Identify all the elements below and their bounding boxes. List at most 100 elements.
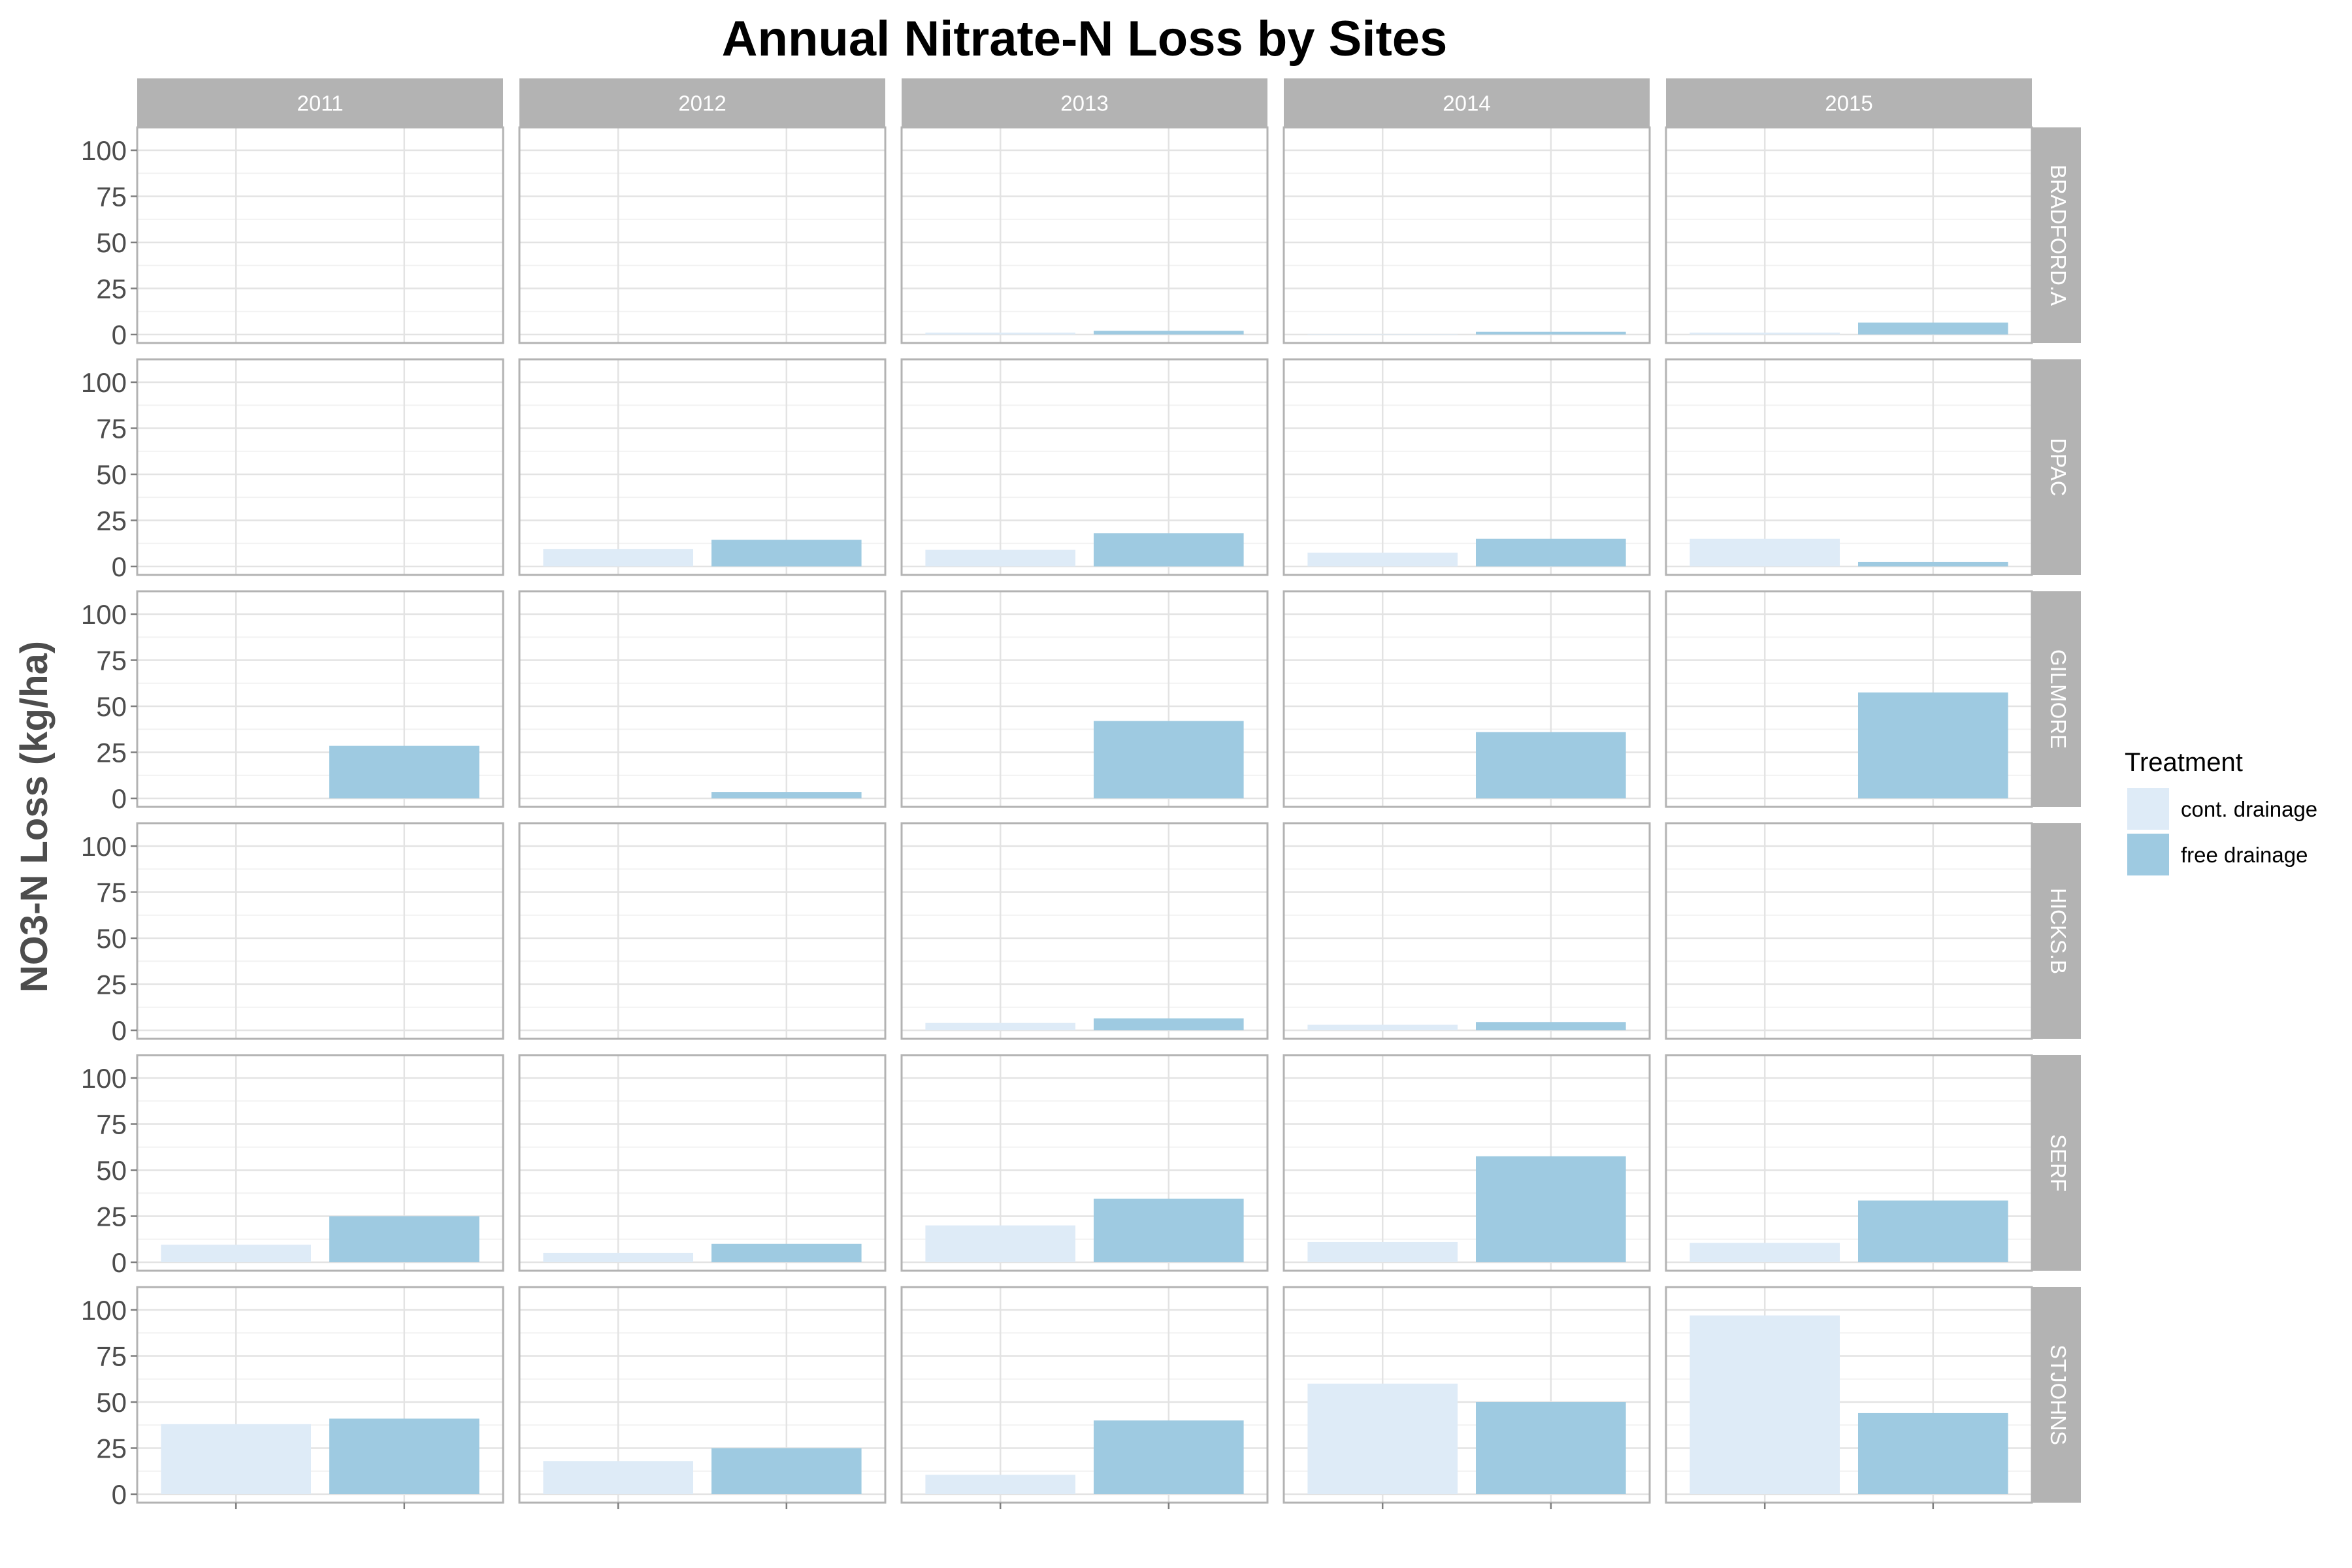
panel-background <box>1284 823 1650 1039</box>
y-tick-label: 75 <box>96 645 127 676</box>
panel-bradford-a-2011 <box>136 126 504 344</box>
panel-background <box>902 823 1267 1039</box>
y-tick-label: 25 <box>96 1433 127 1464</box>
bar-free-drainage-serf-2015 <box>1858 1200 2008 1262</box>
panel-background <box>519 1055 885 1271</box>
y-tick-label: 75 <box>96 414 127 444</box>
bar-cont-drainage-bradford-a-2015 <box>1690 333 1840 335</box>
bar-free-drainage-hicks-b-2014 <box>1476 1022 1626 1030</box>
panel-border <box>1282 358 1651 576</box>
bar-free-drainage-stjohns-2011 <box>329 1418 480 1494</box>
panel-dpac-2012 <box>518 358 887 576</box>
bar-free-drainage-gilmore-2013 <box>1094 721 1244 798</box>
panel-stjohns-2011 <box>136 1286 504 1504</box>
bar-cont-drainage-dpac-2015 <box>1690 538 1840 566</box>
y-tick-label: 0 <box>112 551 127 582</box>
panel-border <box>900 590 1269 808</box>
y-tick-label: 75 <box>96 877 127 908</box>
column-strip-2012: 2012 <box>519 78 885 127</box>
row-strip-dpac: DPAC <box>2032 359 2081 575</box>
panel-gilmore-2015 <box>1665 590 2033 808</box>
legend-title: Treatment <box>2125 748 2243 777</box>
bar-cont-drainage-hicks-b-2014 <box>1307 1024 1458 1030</box>
row-strip-serf: SERF <box>2032 1055 2081 1271</box>
bar-cont-drainage-serf-2013 <box>925 1225 1075 1262</box>
bar-free-drainage-stjohns-2015 <box>1858 1413 2008 1494</box>
column-strip-label: 2015 <box>1825 91 1872 116</box>
y-tick-label: 75 <box>96 1109 127 1140</box>
panel-background <box>137 127 503 343</box>
panel-border <box>136 822 504 1040</box>
bar-free-drainage-stjohns-2014 <box>1476 1402 1626 1494</box>
column-strip-2014: 2014 <box>1284 78 1650 127</box>
bar-free-drainage-dpac-2015 <box>1858 561 2008 566</box>
bar-free-drainage-hicks-b-2013 <box>1094 1018 1244 1030</box>
row-strip-gilmore: GILMORE <box>2032 591 2081 807</box>
row-strip-label: HICKS.B <box>2046 888 2070 974</box>
column-strip-2013: 2013 <box>902 78 1267 127</box>
panel-border <box>518 1286 887 1504</box>
bar-cont-drainage-dpac-2013 <box>925 549 1075 566</box>
row-strip-label: SERF <box>2046 1134 2070 1192</box>
panel-serf-2013 <box>900 1054 1269 1272</box>
panel-background <box>519 127 885 343</box>
panel-border <box>136 1054 504 1272</box>
panel-border <box>1282 1286 1651 1504</box>
panel-border <box>518 1054 887 1272</box>
y-tick-label: 100 <box>81 135 127 166</box>
panel-background <box>1284 127 1650 343</box>
panel-dpac-2011 <box>136 358 504 576</box>
row-strip-background <box>2032 127 2081 343</box>
bar-free-drainage-gilmore-2014 <box>1476 732 1626 798</box>
panel-serf-2012 <box>518 1054 887 1272</box>
column-strip-background <box>137 78 503 127</box>
panel-serf-2011 <box>136 1054 504 1272</box>
panel-border <box>900 822 1269 1040</box>
bar-cont-drainage-stjohns-2015 <box>1690 1315 1840 1494</box>
y-tick-label: 75 <box>96 1341 127 1372</box>
bar-cont-drainage-serf-2012 <box>543 1252 693 1262</box>
panel-bradford-a-2012 <box>518 126 887 344</box>
panel-border <box>518 590 887 808</box>
y-tick-label: 0 <box>112 1015 127 1046</box>
legend-swatch <box>2126 832 2170 877</box>
panel-bradford-a-2013 <box>900 126 1269 344</box>
column-strip-label: 2014 <box>1443 91 1490 116</box>
panel-stjohns-2014 <box>1282 1286 1651 1504</box>
bar-cont-drainage-stjohns-2014 <box>1307 1383 1458 1494</box>
row-strip-label: STJOHNS <box>2046 1345 2070 1445</box>
panel-background <box>137 359 503 575</box>
y-tick-label: 100 <box>81 599 127 630</box>
row-strip-background <box>2032 591 2081 807</box>
y-tick-label: 100 <box>81 1063 127 1094</box>
bar-free-drainage-stjohns-2012 <box>711 1448 862 1494</box>
y-tick-label: 25 <box>96 274 127 304</box>
y-tick-label: 50 <box>96 691 127 722</box>
bar-free-drainage-serf-2012 <box>711 1243 862 1262</box>
y-tick-label: 0 <box>112 783 127 814</box>
panel-border <box>518 822 887 1040</box>
bar-free-drainage-dpac-2014 <box>1476 538 1626 566</box>
panel-hicks-b-2014 <box>1282 822 1651 1040</box>
bar-free-drainage-bradford-a-2014 <box>1476 331 1626 335</box>
bar-free-drainage-serf-2013 <box>1094 1198 1244 1262</box>
panel-border <box>900 358 1269 576</box>
panel-serf-2014 <box>1282 1054 1651 1272</box>
panel-bradford-a-2014 <box>1282 126 1651 344</box>
panel-border <box>136 358 504 576</box>
panel-bradford-a-2015 <box>1665 126 2033 344</box>
panel-background <box>902 127 1267 343</box>
row-strip-label: BRADFORD.A <box>2046 165 2070 306</box>
bar-cont-drainage-stjohns-2012 <box>543 1461 693 1494</box>
y-tick-label: 100 <box>81 831 127 862</box>
bar-free-drainage-serf-2014 <box>1476 1156 1626 1262</box>
bar-cont-drainage-bradford-a-2013 <box>925 333 1075 335</box>
bar-cont-drainage-serf-2014 <box>1307 1241 1458 1262</box>
panel-border <box>136 590 504 808</box>
legend-label: free drainage <box>2181 843 2308 867</box>
chart-title: Annual Nitrate-N Loss by Sites <box>722 11 1448 67</box>
y-axis-label: NO3-N Loss (kg/ha) <box>13 641 56 992</box>
row-strip-background <box>2032 1287 2081 1503</box>
column-strip-background <box>1284 78 1650 127</box>
legend-entry-cont-drainage: cont. drainage <box>2126 787 2317 831</box>
